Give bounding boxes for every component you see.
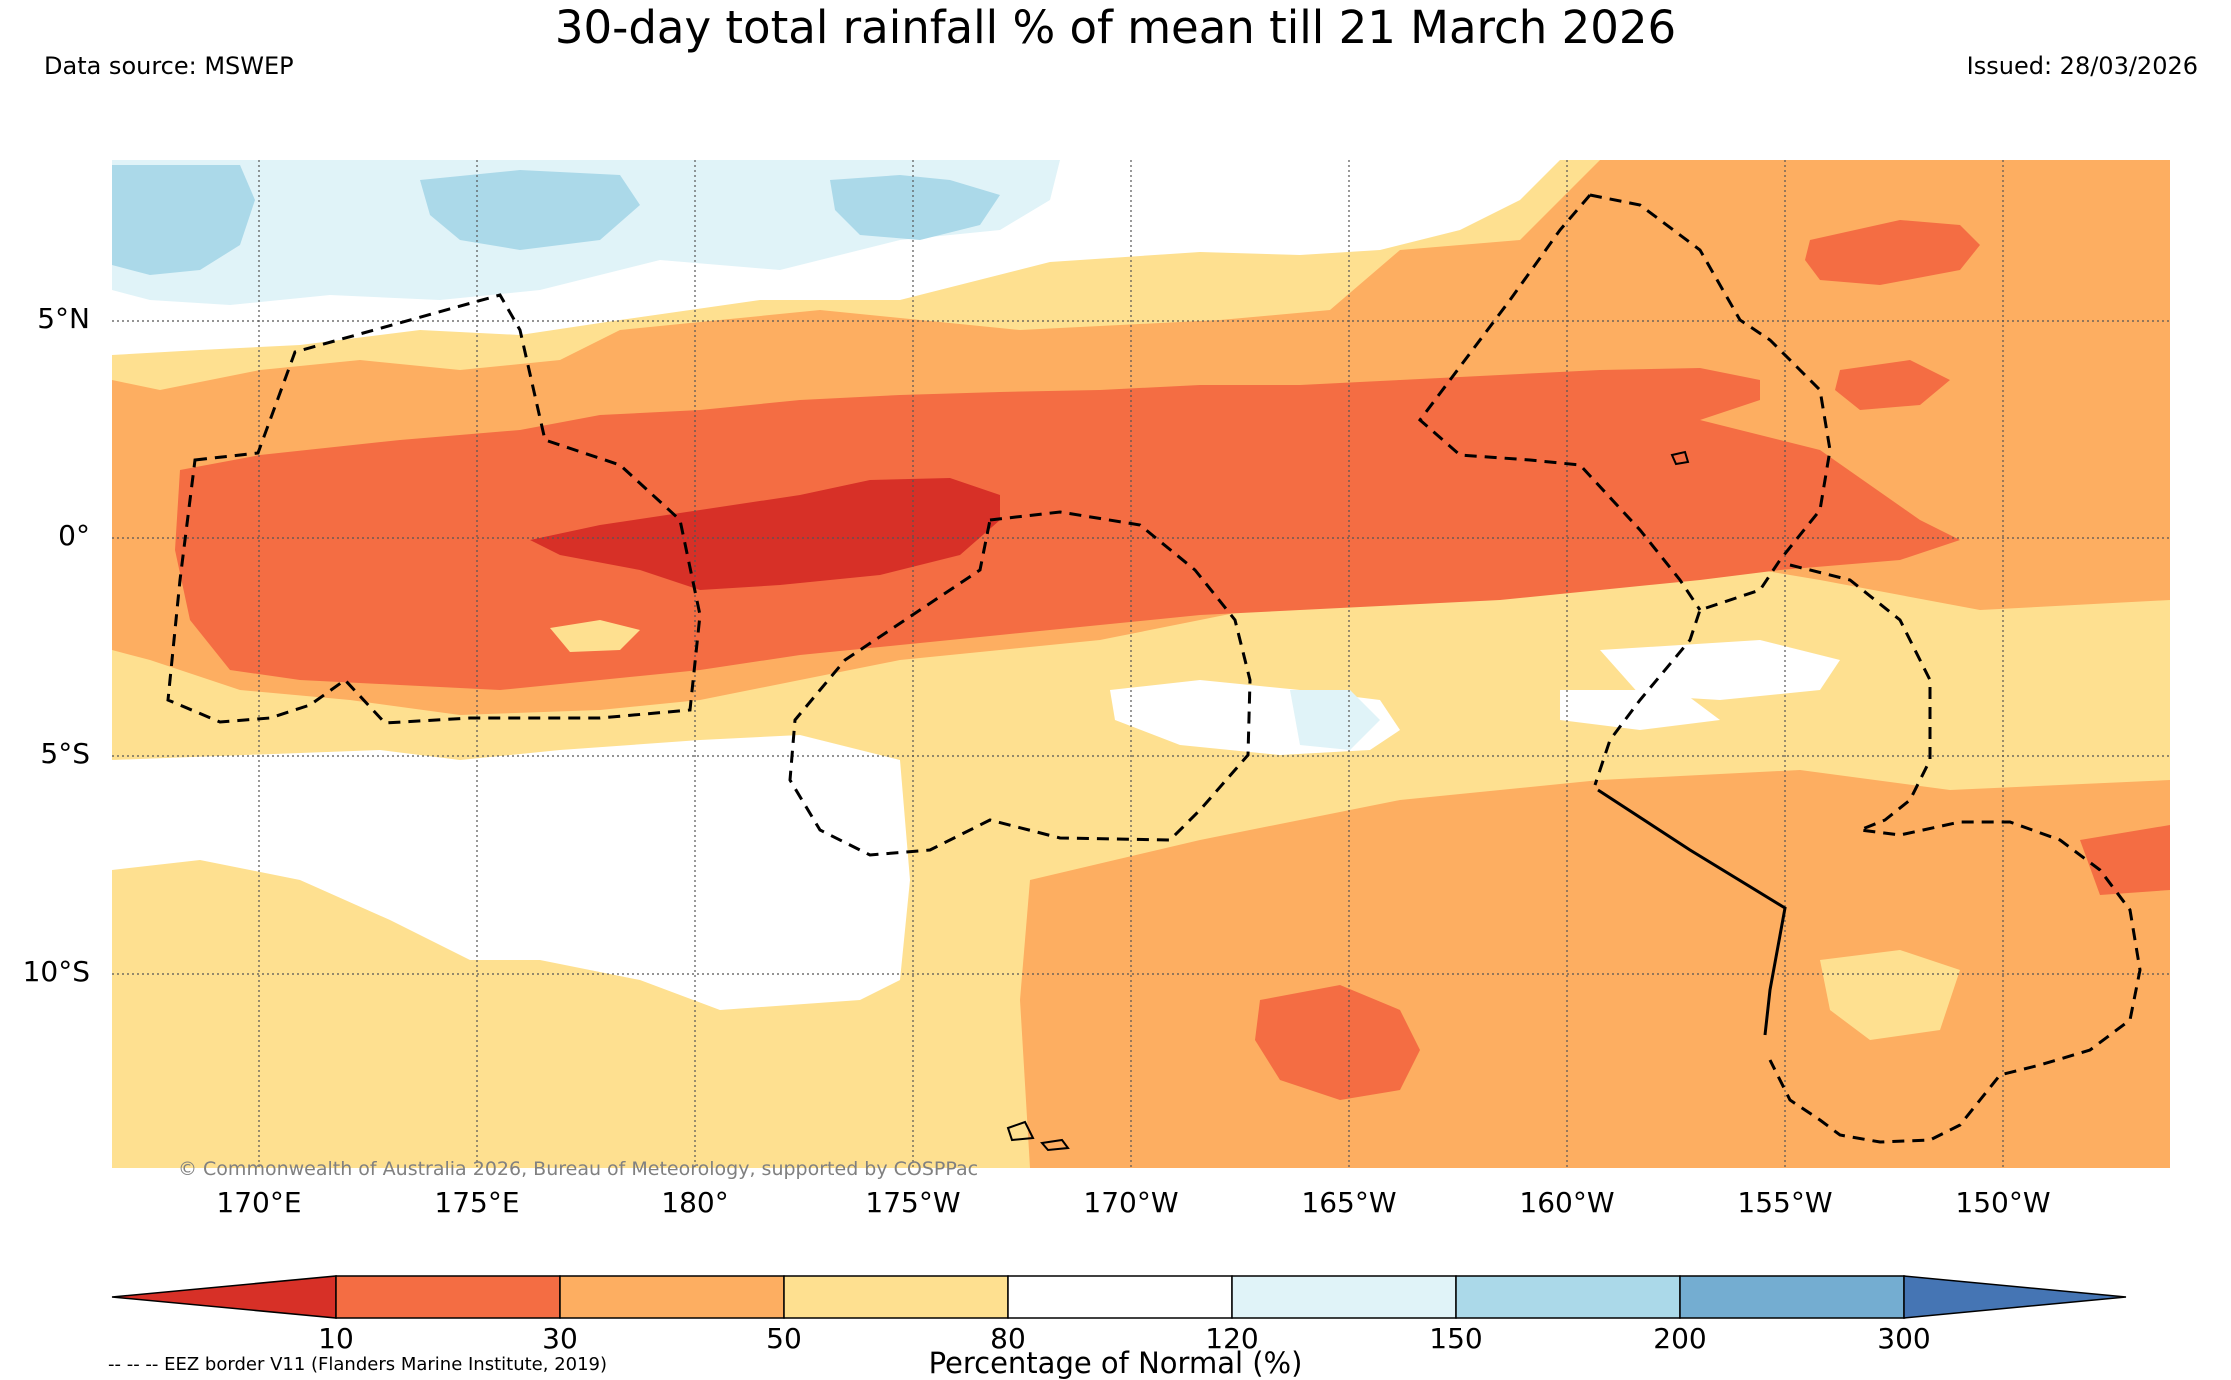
lon-label-175w: 175°W bbox=[865, 1186, 961, 1219]
eez-tokelau bbox=[788, 510, 1252, 857]
colorbar-seg-5 bbox=[1231, 1275, 1457, 1319]
field-150-200-b bbox=[420, 170, 640, 250]
field-150-200-c bbox=[830, 175, 1000, 240]
field-80-120-south bbox=[112, 735, 910, 1010]
islands bbox=[1006, 450, 1690, 1152]
field-10-30-ne-a bbox=[1805, 220, 1980, 285]
field-50-80-bubble bbox=[550, 620, 640, 652]
lon-label-180: 180° bbox=[661, 1186, 729, 1219]
eez-cook-islands bbox=[1768, 563, 2142, 1144]
colorbar-tick-30: 30 bbox=[542, 1322, 578, 1355]
map-field bbox=[112, 160, 2170, 1168]
colorbar-tick-50: 50 bbox=[766, 1322, 802, 1355]
colorbar bbox=[111, 1275, 2127, 1319]
field-150-200-a bbox=[112, 165, 255, 275]
lat-label-0: 0° bbox=[58, 519, 90, 552]
eez-kiribati-line-b bbox=[1417, 194, 1702, 611]
island-a bbox=[1006, 1120, 1035, 1142]
lon-label-165w: 165°W bbox=[1301, 1186, 1397, 1219]
field-10-30-ne-b bbox=[1835, 360, 1950, 410]
eez-solid-segment bbox=[1597, 788, 1787, 1036]
lat-label-10s: 10°S bbox=[22, 955, 90, 988]
field-10-30-band bbox=[175, 368, 1960, 690]
colorbar-seg-4 bbox=[1007, 1275, 1233, 1319]
lon-label-170w: 170°W bbox=[1083, 1186, 1179, 1219]
colorbar-tick-80: 80 bbox=[990, 1322, 1026, 1355]
eez-kiribati-line bbox=[1589, 193, 1832, 786]
field-80-120-patch-c bbox=[1560, 690, 1720, 730]
eez-tuvalu-kiribati bbox=[166, 293, 702, 725]
colorbar-seg-7 bbox=[1679, 1275, 1905, 1319]
issued-date: Issued: 28/03/2026 bbox=[1966, 52, 2198, 80]
field-10-30-se bbox=[2080, 825, 2170, 895]
colorbar-tick-150: 150 bbox=[1429, 1322, 1483, 1355]
field-10-30-south-a bbox=[1255, 985, 1420, 1100]
island-b bbox=[1040, 1138, 1070, 1152]
lon-label-170e: 170°E bbox=[216, 1186, 302, 1219]
island-c bbox=[1670, 450, 1690, 466]
colorbar-seg-0 bbox=[111, 1275, 337, 1319]
colorbar-seg-8 bbox=[1903, 1275, 2127, 1319]
colorbar-label: Percentage of Normal (%) bbox=[928, 1346, 1303, 1380]
eez-borders bbox=[166, 193, 2142, 1144]
colorbar-seg-6 bbox=[1455, 1275, 1681, 1319]
colorbar-tick-10: 10 bbox=[318, 1322, 354, 1355]
lon-label-155w: 155°W bbox=[1737, 1186, 1833, 1219]
colorbar-seg-3 bbox=[783, 1275, 1009, 1319]
lon-label-175e: 175°E bbox=[434, 1186, 520, 1219]
colorbar-tick-300: 300 bbox=[1877, 1322, 1931, 1355]
colorbar-tick-200: 200 bbox=[1653, 1322, 1707, 1355]
colorbar-tick-120: 120 bbox=[1205, 1322, 1259, 1355]
field-80-120-patch-b bbox=[1600, 640, 1840, 700]
field-below-10-core bbox=[530, 478, 1000, 590]
map-title: 30-day total rainfall % of mean till 21 … bbox=[554, 1, 1677, 54]
field-120-150-patch bbox=[1290, 690, 1380, 750]
data-source: Data source: MSWEP bbox=[44, 52, 294, 80]
eez-note: -- -- -- EEZ border V11 (Flanders Marine… bbox=[108, 1354, 608, 1375]
copyright-credit: © Commonwealth of Australia 2026, Bureau… bbox=[178, 1158, 979, 1180]
graticule bbox=[112, 160, 2170, 1168]
lat-label-5n: 5°N bbox=[37, 302, 90, 335]
colorbar-seg-1 bbox=[335, 1275, 561, 1319]
lon-label-150w: 150°W bbox=[1955, 1186, 2051, 1219]
colorbar-seg-2 bbox=[559, 1275, 785, 1319]
lat-label-5s: 5°S bbox=[40, 737, 90, 770]
field-50-80-south-patch bbox=[1820, 950, 1960, 1040]
lon-label-160w: 160°W bbox=[1519, 1186, 1615, 1219]
